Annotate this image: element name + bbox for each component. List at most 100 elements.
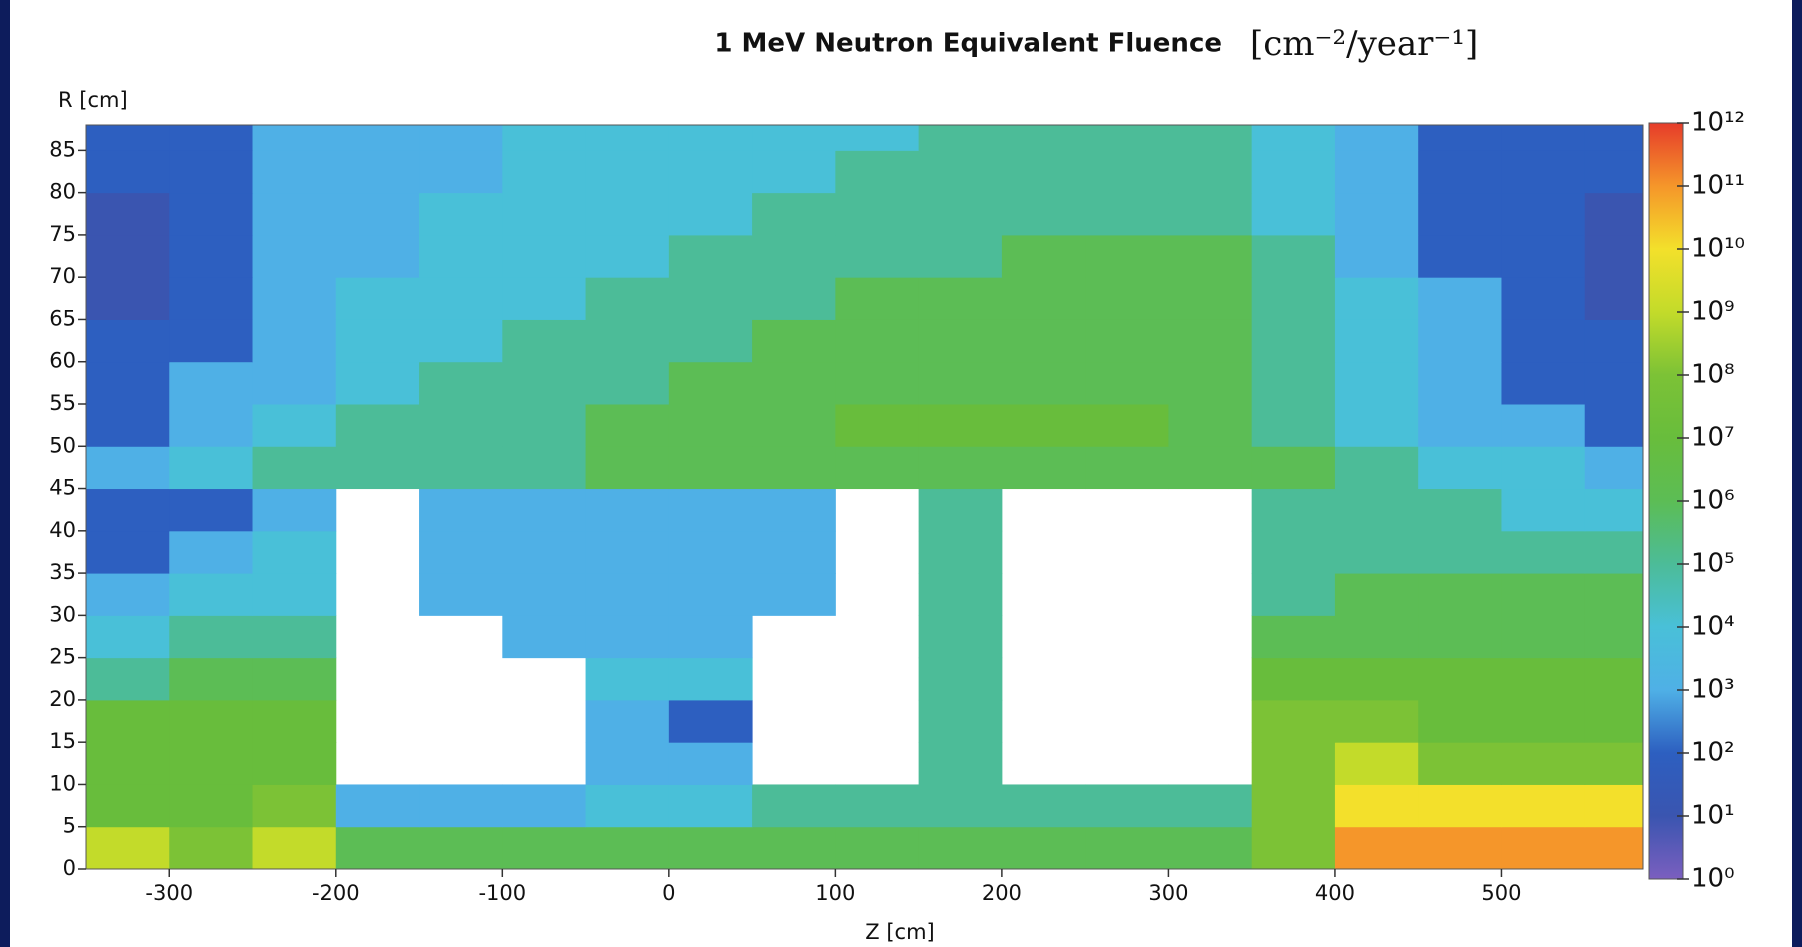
heatmap-cell — [335, 826, 420, 870]
heatmap-cell — [585, 657, 670, 701]
heatmap-cell — [252, 319, 337, 363]
x-axis-label: Z [cm] — [865, 920, 934, 944]
heatmap-cell — [1584, 361, 1644, 405]
y-tick-label: 70 — [49, 264, 76, 288]
heatmap-cell — [1501, 488, 1586, 532]
y-tick-label: 25 — [49, 645, 76, 669]
heatmap-cell — [335, 234, 420, 278]
y-axis-label: R [cm] — [58, 88, 128, 112]
heatmap-cell — [86, 826, 170, 870]
y-tick-label: 45 — [49, 476, 76, 500]
heatmap-cell — [502, 234, 587, 278]
heatmap-cell — [1418, 234, 1502, 278]
heatmap-cell — [1418, 446, 1502, 490]
heatmap-cell — [86, 784, 170, 828]
heatmap-cell — [502, 446, 587, 490]
heatmap-cell — [252, 784, 337, 828]
colorbar-tick-label: 10⁷ — [1691, 423, 1735, 453]
heatmap-cell — [1584, 615, 1644, 659]
colorbar-tick-label: 10⁰ — [1691, 864, 1735, 894]
heatmap-cell — [668, 615, 753, 659]
heatmap-cell — [252, 699, 337, 743]
heatmap-cell — [86, 615, 170, 659]
heatmap-cell — [1168, 192, 1253, 236]
heatmap-cell — [835, 361, 920, 405]
heatmap-cell — [1501, 615, 1586, 659]
heatmap-cell — [1001, 277, 1086, 320]
heatmap-cell — [1418, 125, 1502, 151]
heatmap-cell — [419, 826, 503, 870]
heatmap-cell — [1251, 277, 1336, 320]
heatmap-cell — [1085, 277, 1169, 320]
heatmap-cell — [335, 319, 420, 363]
heatmap-cell — [918, 530, 1003, 574]
heatmap-cell — [668, 192, 753, 236]
heatmap-cell — [752, 446, 836, 490]
heatmap-cell — [752, 361, 836, 405]
colorbar-tick-label: 10¹¹ — [1691, 171, 1745, 201]
y-tick-label: 60 — [49, 349, 76, 373]
heatmap-cell — [419, 404, 503, 447]
heatmap-cell — [1501, 784, 1586, 828]
heatmap-cell — [668, 361, 753, 405]
heatmap-cell — [86, 361, 170, 405]
heatmap-cell — [1085, 150, 1169, 194]
heatmap-cell — [86, 192, 170, 236]
heatmap-cell — [1584, 404, 1644, 447]
heatmap-cell — [86, 488, 170, 532]
heatmap-cell — [1584, 488, 1644, 532]
colorbar-tick-label: 10⁶ — [1691, 486, 1735, 516]
colorbar-tick-label: 10⁸ — [1691, 360, 1735, 390]
heatmap-cell — [169, 125, 254, 151]
heatmap-cell — [585, 192, 670, 236]
heatmap-cell — [169, 404, 254, 447]
heatmap-cell — [252, 234, 337, 278]
heatmap-cell — [1334, 234, 1419, 278]
heatmap-cell — [1584, 784, 1644, 828]
heatmap-cell — [419, 488, 503, 532]
heatmap-cell — [252, 488, 337, 532]
heatmap-cell — [169, 361, 254, 405]
heatmap-cell — [1584, 573, 1644, 616]
heatmap-cell — [668, 657, 753, 701]
heatmap-cell — [419, 277, 503, 320]
heatmap-cell — [1334, 488, 1419, 532]
heatmap-cell — [1168, 150, 1253, 194]
heatmap-cell — [1501, 699, 1586, 743]
heatmap-cell — [502, 125, 587, 151]
heatmap-cell — [585, 150, 670, 194]
y-tick-label: 5 — [63, 814, 76, 838]
heatmap-cell — [1584, 657, 1644, 701]
heatmap-cell — [835, 125, 920, 151]
heatmap-cell — [86, 699, 170, 743]
heatmap-cell — [752, 192, 836, 236]
y-tick-label: 75 — [49, 222, 76, 246]
heatmap-cell — [335, 446, 420, 490]
heatmap-cell — [1584, 125, 1644, 151]
heatmap-cell — [1334, 125, 1419, 151]
heatmap-cell — [169, 699, 254, 743]
heatmap-cell — [1001, 150, 1086, 194]
heatmap-cell — [1085, 784, 1169, 828]
colorbar-tick-label: 10¹² — [1691, 108, 1745, 138]
heatmap-cell — [1251, 657, 1336, 701]
heatmap-cell — [918, 319, 1003, 363]
heatmap-cell — [1418, 615, 1502, 659]
heatmap-cell — [252, 573, 337, 616]
heatmap-cell — [1085, 319, 1169, 363]
y-tick-label: 50 — [49, 433, 76, 457]
heatmap-cell — [585, 826, 670, 870]
heatmap-cell — [1001, 826, 1086, 870]
x-tick-label: 500 — [1481, 881, 1521, 905]
heatmap-cell — [252, 742, 337, 785]
colorbar-tick-label: 10⁴ — [1691, 612, 1735, 642]
heatmap-cell — [86, 150, 170, 194]
heatmap-cell — [1501, 361, 1586, 405]
heatmap-cell — [752, 826, 836, 870]
heatmap-cell — [668, 742, 753, 785]
heatmap-cell — [1251, 150, 1336, 194]
heatmap-cell — [86, 277, 170, 320]
heatmap-cell — [668, 319, 753, 363]
heatmap-cell — [752, 234, 836, 278]
heatmap-cell — [1168, 361, 1253, 405]
